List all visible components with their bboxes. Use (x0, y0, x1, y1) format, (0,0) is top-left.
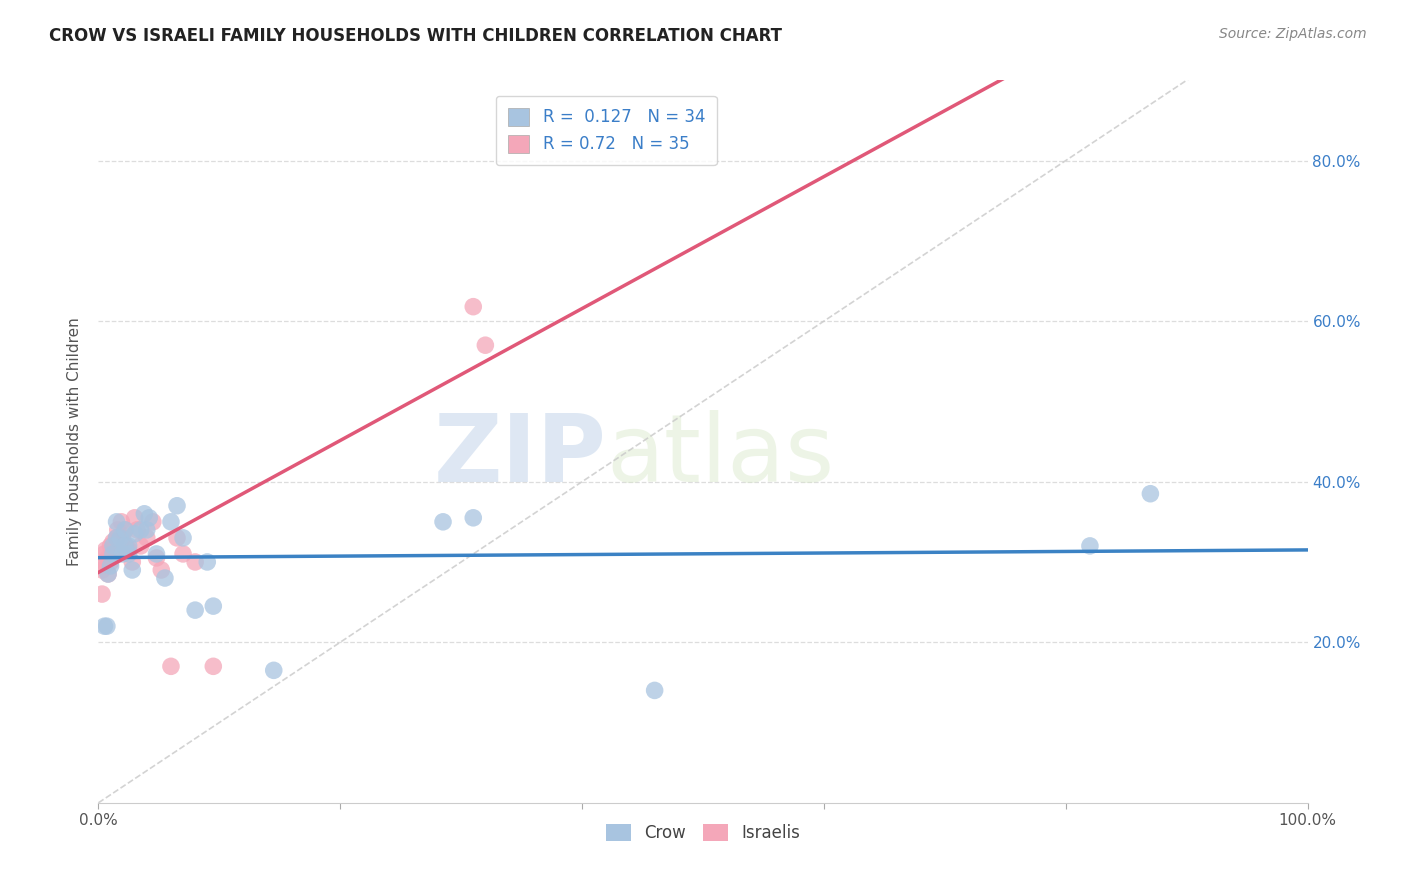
Point (110, 515, 132, 529)
Point (145, 547, 167, 561)
Point (101, 539, 124, 553)
Point (93, 555, 115, 569)
Point (111, 547, 134, 561)
Point (108, 531, 131, 545)
Point (474, 338, 496, 352)
Point (115, 539, 138, 553)
Point (129, 539, 152, 553)
Point (97, 567, 120, 582)
Point (202, 659, 225, 673)
Point (184, 555, 207, 569)
Point (644, 683, 666, 698)
Point (97, 550, 120, 566)
Point (108, 539, 131, 553)
Point (91, 558, 114, 574)
Point (263, 664, 285, 678)
Point (91, 563, 114, 577)
Point (195, 555, 218, 569)
Point (184, 603, 207, 617)
Point (100, 539, 122, 553)
Point (93, 547, 115, 561)
Point (105, 515, 128, 529)
Point (432, 515, 454, 529)
Point (160, 659, 183, 673)
Point (101, 547, 124, 561)
Y-axis label: Family Households with Children: Family Households with Children (67, 318, 83, 566)
Point (107, 523, 129, 537)
Point (118, 539, 141, 553)
Point (101, 534, 124, 549)
Point (160, 515, 183, 529)
Point (118, 547, 141, 561)
Point (94, 542, 117, 557)
Point (166, 531, 188, 545)
Point (124, 526, 146, 541)
Point (93, 619, 115, 633)
Text: CROW VS ISRAELI FAMILY HOUSEHOLDS WITH CHILDREN CORRELATION CHART: CROW VS ISRAELI FAMILY HOUSEHOLDS WITH C… (49, 27, 782, 45)
Point (121, 563, 143, 577)
Point (202, 599, 225, 614)
Point (104, 542, 127, 557)
Point (105, 531, 128, 545)
Point (138, 510, 160, 524)
Point (145, 550, 167, 566)
Point (105, 531, 128, 545)
Point (127, 523, 149, 537)
Point (118, 542, 141, 557)
Point (166, 499, 188, 513)
Text: atlas: atlas (606, 410, 835, 502)
Point (121, 555, 143, 569)
Point (463, 300, 485, 314)
Point (135, 523, 157, 537)
Text: ZIP: ZIP (433, 410, 606, 502)
Text: Source: ZipAtlas.com: Source: ZipAtlas.com (1219, 27, 1367, 41)
Point (100, 555, 122, 569)
Point (97, 567, 120, 582)
Point (100, 558, 122, 574)
Point (1078, 539, 1101, 553)
Point (463, 510, 485, 524)
Point (142, 515, 165, 529)
Point (134, 507, 156, 521)
Point (153, 571, 176, 585)
Point (129, 523, 152, 537)
Legend: Crow, Israelis: Crow, Israelis (599, 817, 807, 848)
Point (135, 531, 157, 545)
Point (114, 539, 136, 553)
Point (96, 619, 118, 633)
Point (172, 531, 194, 545)
Point (111, 531, 134, 545)
Point (124, 510, 146, 524)
Point (1139, 486, 1161, 500)
Point (150, 563, 173, 577)
Point (114, 523, 136, 537)
Point (91, 587, 114, 601)
Point (114, 523, 136, 537)
Point (172, 547, 194, 561)
